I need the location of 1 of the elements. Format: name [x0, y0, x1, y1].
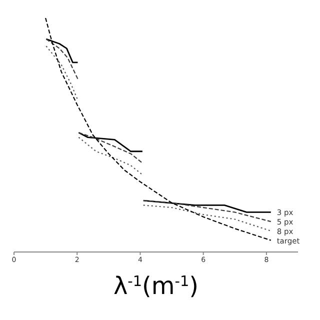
x-axis-title: λ$^{-1}$(m$^{-1}$)	[113, 272, 199, 300]
